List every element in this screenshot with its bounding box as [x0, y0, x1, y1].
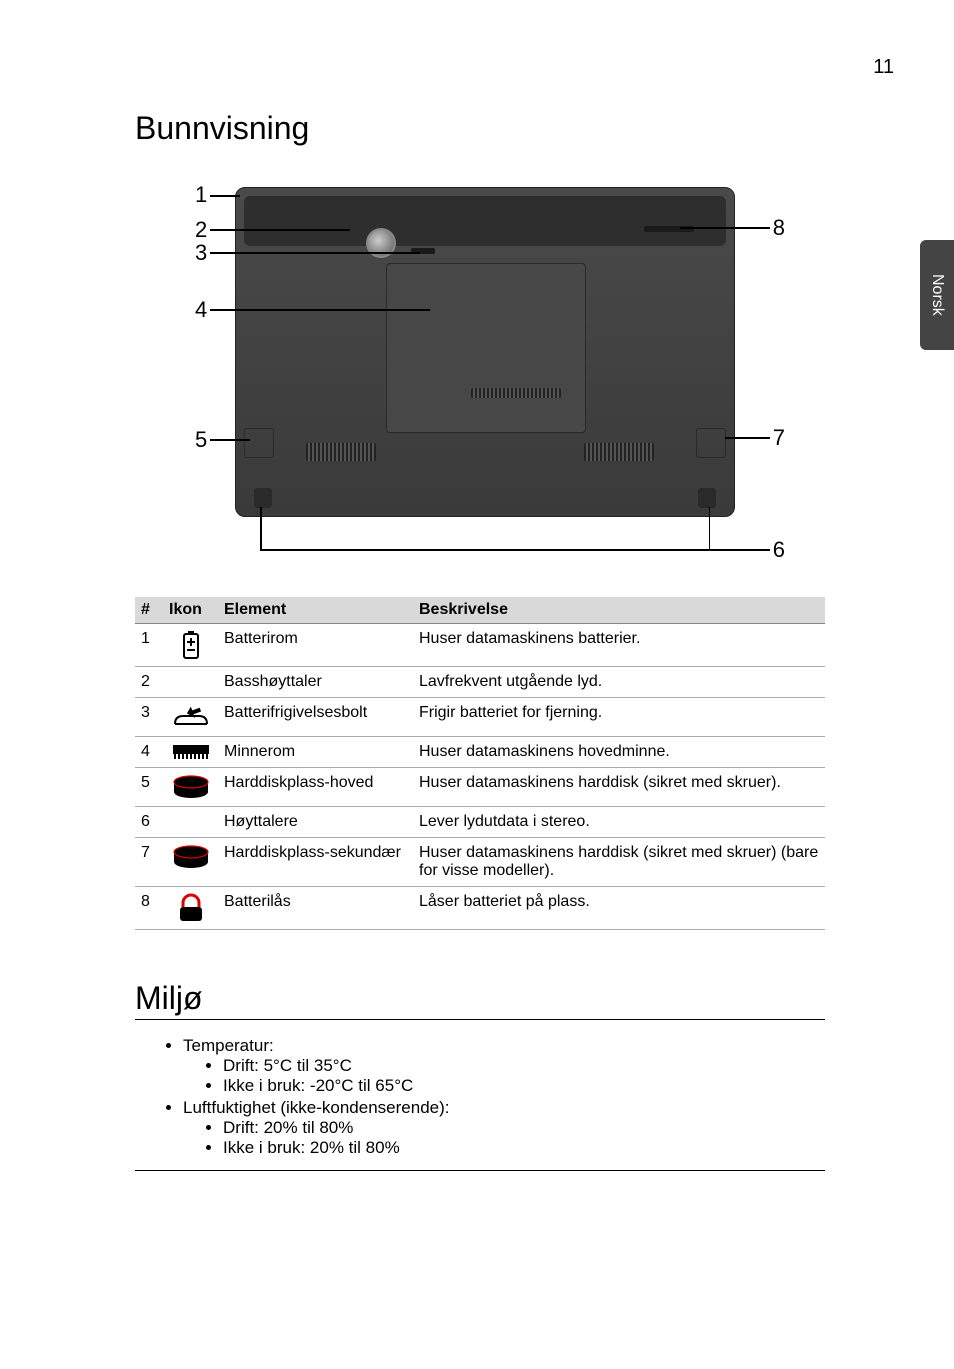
callout-line — [210, 195, 240, 197]
row-element: Batterirom — [218, 624, 413, 667]
page-content: Bunnvisning 1 2 3 4 5 8 — [135, 110, 825, 1171]
callout-line — [210, 309, 430, 311]
row-description: Huser datamaskinens hovedminne. — [413, 737, 825, 768]
col-header-desc: Beskrivelse — [413, 597, 825, 624]
row-element: Batterilås — [218, 887, 413, 930]
vent-shape — [584, 443, 654, 461]
env-item: Temperatur: Drift: 5°C til 35°C Ikke i b… — [183, 1036, 825, 1096]
callout-line — [680, 227, 770, 229]
callout-line — [210, 439, 250, 441]
hdd-left-shape — [244, 428, 274, 458]
row-description: Lavfrekvent utgående lyd. — [413, 667, 825, 698]
table-row: 1 BatteriromHuser datamaskinens batterier… — [135, 624, 825, 667]
no-icon — [163, 667, 218, 698]
language-tab: Norsk — [920, 240, 954, 350]
parts-table: # Ikon Element Beskrivelse 1BatteriromHu… — [135, 597, 825, 930]
lock-icon — [163, 887, 218, 930]
foot-shape — [698, 488, 716, 508]
callout-line — [260, 507, 262, 550]
foot-shape — [254, 488, 272, 508]
row-number: 6 — [135, 807, 163, 838]
row-description: Huser datamaskinens batterier. — [413, 624, 825, 667]
laptop-bottom-illustration — [235, 187, 735, 517]
memory-icon — [163, 737, 218, 768]
env-subitem: Drift: 20% til 80% — [223, 1118, 825, 1138]
row-number: 8 — [135, 887, 163, 930]
callout-number: 1 — [195, 182, 207, 208]
callout-number: 8 — [773, 215, 785, 241]
callout-number: 3 — [195, 240, 207, 266]
row-number: 7 — [135, 838, 163, 887]
table-row: 6 HøyttalereLever lydutdata i stereo. — [135, 807, 825, 838]
release-icon — [163, 698, 218, 737]
row-description: Lever lydutdata i stereo. — [413, 807, 825, 838]
callout-line — [260, 549, 710, 551]
callout-line — [210, 229, 350, 231]
table-row: 3 BatterifrigivelsesboltFrigir batteriet … — [135, 698, 825, 737]
callout-line — [710, 549, 770, 551]
bottom-view-diagram: 1 2 3 4 5 8 7 6 — [155, 167, 805, 567]
row-element: Batterifrigivelsesbolt — [218, 698, 413, 737]
row-description: Låser batteriet på plass. — [413, 887, 825, 930]
row-description: Frigir batteriet for fjerning. — [413, 698, 825, 737]
callout-number: 7 — [773, 425, 785, 451]
env-label: Luftfuktighet (ikke-kondenserende): — [183, 1098, 450, 1117]
env-item: Luftfuktighet (ikke-kondenserende): Drif… — [183, 1098, 825, 1158]
table-header-row: # Ikon Element Beskrivelse — [135, 597, 825, 624]
table-row: 7 Harddiskplass-sekundærHuser datamaskine… — [135, 838, 825, 887]
environment-specs: Temperatur: Drift: 5°C til 35°C Ikke i b… — [135, 1028, 825, 1171]
row-description: Huser datamaskinens harddisk (sikret med… — [413, 838, 825, 887]
memory-panel-shape — [386, 263, 586, 433]
env-subitem: Ikke i bruk: 20% til 80% — [223, 1138, 825, 1158]
env-label: Temperatur: — [183, 1036, 274, 1055]
callout-number: 4 — [195, 297, 207, 323]
battery-icon — [163, 624, 218, 667]
row-number: 5 — [135, 768, 163, 807]
battery-bay-shape — [244, 196, 726, 246]
callout-line — [709, 507, 711, 550]
col-header-icon: Ikon — [163, 597, 218, 624]
env-subitem: Ikke i bruk: -20°C til 65°C — [223, 1076, 825, 1096]
row-number: 2 — [135, 667, 163, 698]
section-heading-bottom-view: Bunnvisning — [135, 110, 825, 147]
section-heading-environment: Miljø — [135, 980, 825, 1020]
table-row: 8 BatterilåsLåser batteriet på plass. — [135, 887, 825, 930]
table-row: 5 Harddiskplass-hovedHuser datamaskinens … — [135, 768, 825, 807]
no-icon — [163, 807, 218, 838]
row-number: 3 — [135, 698, 163, 737]
col-header-element: Element — [218, 597, 413, 624]
page-number: 11 — [873, 56, 894, 79]
row-number: 4 — [135, 737, 163, 768]
hdd-black-icon — [163, 838, 218, 887]
row-element: Minnerom — [218, 737, 413, 768]
row-element: Basshøyttaler — [218, 667, 413, 698]
subwoofer-shape — [366, 228, 396, 258]
callout-line — [210, 252, 420, 254]
row-number: 1 — [135, 624, 163, 667]
table-row: 4 MinneromHuser datamaskinens hovedminne. — [135, 737, 825, 768]
vent-shape — [471, 388, 561, 398]
table-row: 2 BasshøyttalerLavfrekvent utgående lyd. — [135, 667, 825, 698]
callout-number: 6 — [773, 537, 785, 563]
row-element: Harddiskplass-hoved — [218, 768, 413, 807]
hdd-black-icon — [163, 768, 218, 807]
row-element: Høyttalere — [218, 807, 413, 838]
row-element: Harddiskplass-sekundær — [218, 838, 413, 887]
vent-shape — [306, 443, 376, 461]
env-subitem: Drift: 5°C til 35°C — [223, 1056, 825, 1076]
callout-line — [725, 437, 770, 439]
row-description: Huser datamaskinens harddisk (sikret med… — [413, 768, 825, 807]
callout-number: 5 — [195, 427, 207, 453]
col-header-number: # — [135, 597, 163, 624]
hdd-right-shape — [696, 428, 726, 458]
